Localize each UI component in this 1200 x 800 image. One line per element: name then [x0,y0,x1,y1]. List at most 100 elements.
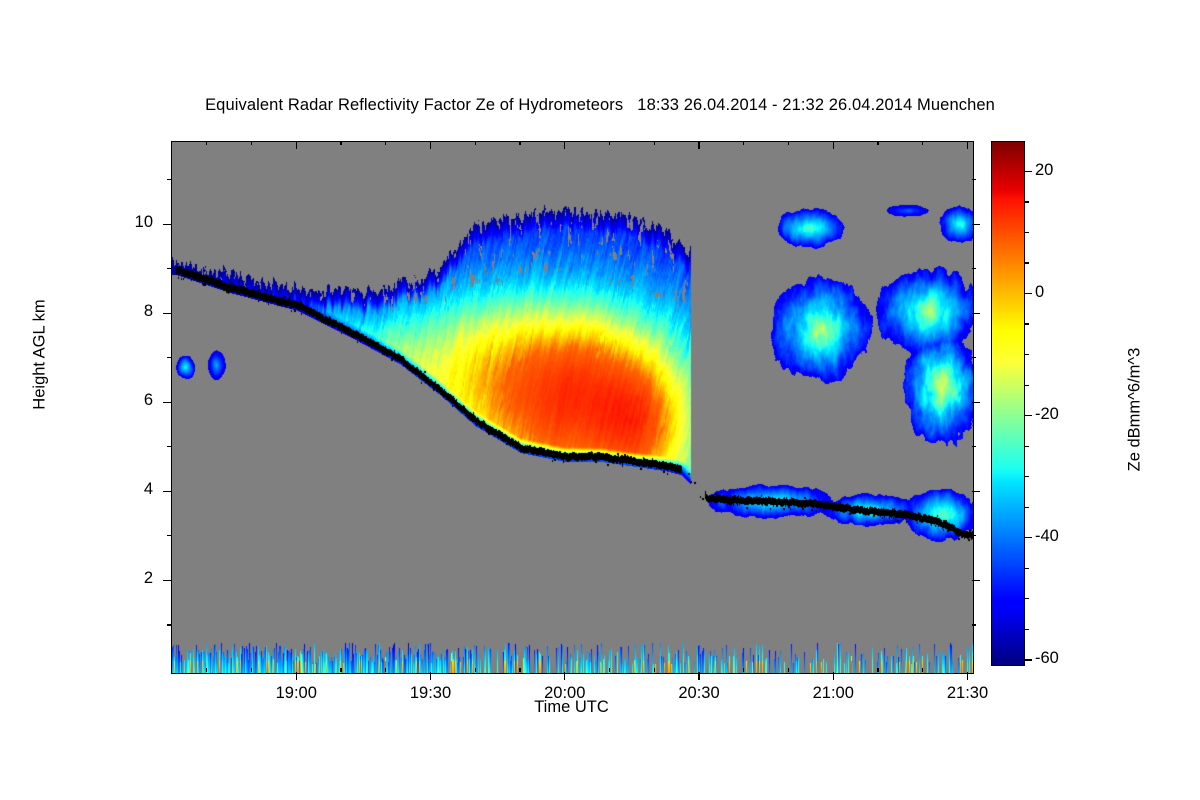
x-minor-tick [653,141,655,145]
x-tick [698,672,700,680]
x-minor-tick [877,668,879,672]
y-minor-tick [167,535,171,537]
y-tick-label: 4 [143,480,153,499]
y-tick-label: 10 [134,213,153,232]
reflectivity-heatmap [172,142,973,673]
y-tick [163,579,171,581]
x-tick-top [966,141,969,149]
y-minor-tick-right [972,179,976,181]
x-tick-label: 19:00 [275,684,317,702]
plot-area [171,141,974,674]
y-minor-tick-right [972,446,976,448]
colorbar-minor-tick [1025,262,1029,264]
x-minor-tick [743,141,745,145]
colorbar-tick-label: 0 [1035,282,1045,301]
x-minor-tick [250,668,253,672]
x-minor-tick [608,668,611,672]
x-minor-tick [474,141,476,145]
x-tick-top [698,141,700,149]
y-tick-right [972,579,980,581]
x-minor-tick [385,141,387,145]
colorbar-minor-tick [1025,231,1029,234]
colorbar-minor-tick [1025,476,1029,478]
x-tick-top [564,141,566,149]
x-minor-tick [206,668,208,672]
x-tick [966,672,969,680]
colorbar-gradient [991,141,1025,666]
x-tick-label: 21:30 [946,684,989,702]
y-minor-tick [167,268,171,270]
x-minor-tick [787,668,790,672]
x-minor-tick [877,141,879,145]
y-tick-right [972,401,980,403]
x-tick-label: 20:00 [544,684,586,702]
x-tick [564,672,566,680]
x-tick-label: 19:30 [409,684,452,702]
x-minor-tick [922,668,924,672]
y-tick-label: 8 [143,302,153,321]
x-tick [832,672,834,680]
x-tick-top [295,141,297,149]
y-tick-label: 6 [143,391,153,410]
colorbar-tick [1025,415,1032,417]
colorbar-minor-tick [1025,354,1029,356]
colorbar-tick-label: 20 [1035,160,1054,179]
colorbar-tick [1025,537,1032,539]
y-tick-right [972,223,980,225]
x-minor-tick [206,141,208,145]
y-tick [163,223,171,225]
colorbar-tick-label: -40 [1035,526,1059,545]
colorbar-minor-tick [1025,567,1029,569]
colorbar-title: Ze dBmm^6/m^3 [1125,347,1144,472]
x-minor-tick [340,668,342,672]
colorbar-minor-tick [1025,384,1029,386]
x-minor-tick [519,141,521,145]
colorbar-minor-tick [1025,506,1029,508]
x-tick [429,672,432,680]
x-minor-tick [474,668,476,672]
y-minor-tick-right [972,624,976,626]
colorbar-tick [1025,659,1032,661]
colorbar-tick [1025,292,1032,295]
x-minor-tick [519,668,521,672]
x-tick-label: 20:30 [678,684,720,702]
colorbar-tick [1025,170,1032,173]
y-minor-tick-right [972,357,976,359]
colorbar-minor-tick [1025,201,1029,203]
y-minor-tick [167,357,171,359]
y-axis-title: Height AGL km [30,299,49,410]
x-minor-tick [653,668,655,672]
y-tick-label: 2 [143,569,153,588]
x-tick [295,672,297,680]
y-minor-tick [167,624,171,626]
x-tick-label: 21:00 [812,684,854,702]
y-tick-right [972,312,980,314]
x-minor-tick [340,141,342,145]
x-tick-top [429,141,432,149]
x-tick-top [832,141,834,149]
colorbar-tick-label: -60 [1035,648,1059,667]
x-minor-tick [608,141,611,145]
x-minor-tick [743,668,745,672]
colorbar-minor-tick [1025,598,1029,600]
y-tick [163,312,171,314]
colorbar-tick-label: -20 [1035,404,1059,423]
colorbar [991,141,1025,666]
x-minor-tick [385,668,387,672]
y-tick [163,401,171,403]
x-minor-tick [922,141,924,145]
x-minor-tick [787,141,790,145]
colorbar-minor-tick [1025,445,1029,447]
colorbar-minor-tick [1025,628,1029,631]
y-minor-tick-right [972,268,976,270]
page-title: Equivalent Radar Reflectivity Factor Ze … [205,96,995,114]
y-tick-right [972,490,980,492]
x-minor-tick [250,141,253,145]
y-tick [163,490,171,492]
y-minor-tick [167,179,171,181]
x-axis-title: Time UTC [534,698,609,716]
y-minor-tick [167,446,171,448]
y-minor-tick-right [972,535,976,537]
colorbar-minor-tick [1025,323,1029,325]
